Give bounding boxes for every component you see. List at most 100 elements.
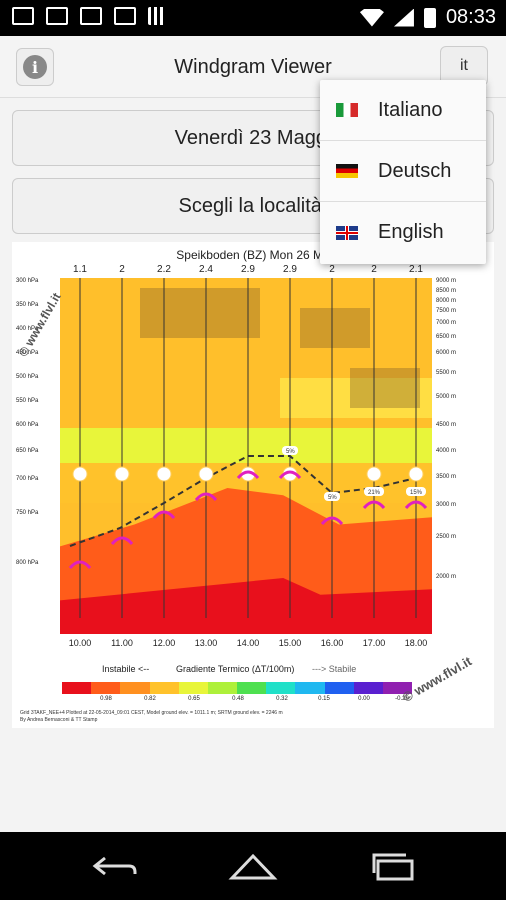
info-icon: i [23,55,47,79]
altitude-tick: 3500 m [436,474,457,480]
colorbar-segment [120,682,150,694]
thermal-icon [404,500,428,510]
altitude-tick: 9000 m [436,278,457,284]
recent-apps-icon [372,853,414,881]
credits-line: By Andrea Bernasconi & TT Stamp [20,717,98,723]
hour-tick: 12.00 [152,638,176,648]
hour-tick: 11.00 [111,638,133,648]
top-values: 1.1 2 2.2 2.4 2.9 2.9 2 2 2.1 [60,264,432,276]
colorbar-segment [62,682,92,694]
barcode-icon [148,7,166,25]
colorbar-segment [149,682,179,694]
altitude-tick: 4500 m [436,422,457,428]
legend-title: Gradiente Termico (ΔT/100m) [176,664,295,674]
colorbar-label: -0.20 [395,696,409,702]
pressure-tick: 350 hPa [16,302,39,308]
colorbar-label: 0.32 [276,696,288,702]
colorbar-segment [324,682,354,694]
thermal-icon [194,492,218,502]
colorbar-label: 0.82 [144,696,156,702]
clock: 08:33 [445,6,496,28]
wifi-icon [359,8,384,27]
snowflake-icon [114,466,130,482]
snowflake-icon [156,466,172,482]
info-button[interactable]: i [16,48,54,86]
home-button[interactable] [228,848,278,884]
hour-tick: 18.00 [404,638,428,648]
menu-item-english[interactable]: English [320,202,486,263]
windgram-title: Speikboden (BZ) Mon 26 Ma [176,248,330,262]
lapse-band [280,378,432,418]
windgram-image: Speikboden (BZ) Mon 26 Ma 1.1 2 2.2 2.4 … [12,242,494,728]
hour-tick: 13.00 [194,638,218,648]
colorbar-segment [382,682,413,694]
colorbar-label: 0.98 [100,696,112,702]
uk-flag-icon [336,225,358,240]
thermal-icon [110,536,134,546]
italy-flag-icon [336,103,358,117]
colorbar-label: 0.65 [188,696,200,702]
credits-line: Grid 3TAKF_NEE+4 Plotted at 22-05-2014_0… [20,710,283,716]
gmail-icon [12,7,34,25]
hour-tick: 14.00 [236,638,260,648]
menu-item-label: English [378,221,444,243]
altitude-tick: 7500 m [436,308,457,314]
menu-item-italiano[interactable]: Italiano [320,80,486,141]
cloud-hatch [300,308,370,348]
cloud-hatch [140,288,260,338]
snowflake-icon [366,466,382,482]
colorbar-segment [237,682,267,694]
snowflake-icon [198,466,214,482]
pressure-tick: 650 hPa [16,448,39,454]
altitude-tick: 3000 m [436,502,457,508]
colorbar-segment [295,682,325,694]
top-value: 1.1 [73,264,87,275]
cloud-cover-badge [406,487,426,496]
thermal-icon [152,510,176,520]
altitude-tick: 2500 m [436,534,457,540]
recent-apps-button[interactable] [368,848,418,884]
cloud-hatch [350,368,420,408]
battery-icon [423,7,436,28]
colorbar-label: 0.00 [358,696,370,702]
thermal-icon [362,500,386,510]
image-icon [46,7,68,25]
hour-tick: 16.00 [320,638,344,648]
pressure-tick: 500 hPa [16,374,39,380]
notification-icons [12,7,166,25]
thermal-top-line [69,455,417,547]
legend-unstable: Instabile <-- [102,664,150,674]
altitude-tick: 8500 m [436,288,457,294]
cloud-cover-label: 21% [368,490,381,496]
germany-flag-icon [336,164,358,178]
thermal-icon [236,470,260,480]
altitude-tick: 6000 m [436,350,457,356]
cloud-cover-badge [364,487,384,496]
menu-item-label: Italiano [378,98,443,121]
colorbar-label: 0.48 [232,696,244,702]
menu-item-deutsch[interactable]: Deutsch [320,141,486,202]
hour-tick: 10.00 [68,638,92,648]
app-title: Windgram Viewer [174,56,332,78]
altitude-axis: 9000 m 8500 m 8000 m 7500 m 7000 m 6500 … [436,278,480,634]
altitude-tick: 5500 m [436,370,457,376]
menu-item-label: Deutsch [378,159,452,182]
windgram-plot: 5% 5% 21% 15% [60,278,432,634]
status-bar: 08:33 [0,0,506,36]
pressure-tick: 450 hPa [16,350,39,356]
language-menu: Italiano Deutsch English [320,80,486,264]
navigation-bar [0,832,506,900]
cloud-cover-badge [324,492,340,501]
back-button[interactable] [88,848,138,884]
altitude-tick: 8000 m [436,298,457,304]
hour-axis: 10.00 11.00 12.00 13.00 14.00 15.00 16.0… [60,638,432,652]
app-bar: i Windgram Viewer it [0,36,506,98]
pressure-tick: 750 hPa [16,510,39,516]
gmail-icon [80,7,102,25]
watermark: © www.flvl.it [400,653,475,705]
colorbar-segment [178,682,208,694]
windgram-overlay: 5% 5% 21% 15% [68,278,428,618]
snowflake-icon [408,466,424,482]
top-value: 2 [119,264,125,275]
legend-stable: ---> Stabile [312,664,357,674]
